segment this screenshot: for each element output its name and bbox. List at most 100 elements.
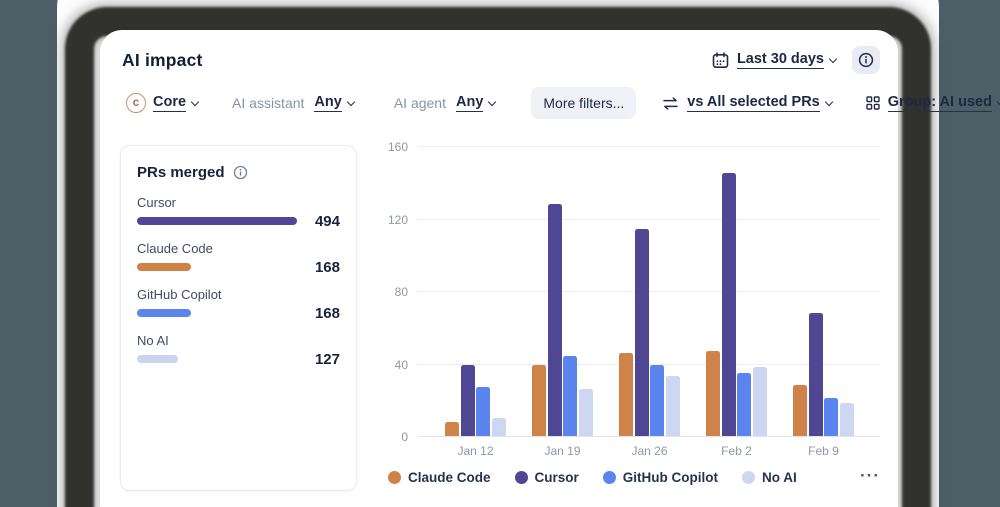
bar-group-Jan 12 — [445, 365, 506, 436]
bar-Claude Code-Feb 9[interactable] — [793, 385, 807, 436]
legend-dot — [742, 471, 756, 484]
panel-title-row: PRs merged — [137, 164, 340, 181]
legend-item-No AI[interactable]: No AI — [742, 470, 797, 485]
legend-item-Claude Code[interactable]: Claude Code — [388, 470, 491, 485]
group-grid-icon — [866, 96, 880, 110]
x-axis-label: Jan 19 — [544, 444, 581, 458]
summary-bar — [137, 217, 297, 225]
info-icon[interactable] — [233, 165, 248, 180]
bar-GitHub Copilot-Jan 19[interactable] — [563, 356, 577, 436]
y-axis-tick: 0 — [401, 430, 408, 444]
summary-row-Cursor: Cursor 494 — [137, 195, 340, 230]
info-button[interactable] — [852, 46, 880, 74]
chevron-down-icon — [488, 97, 497, 106]
summary-value: 127 — [314, 350, 340, 368]
legend-label: Claude Code — [408, 470, 491, 485]
bar-No AI-Jan 26[interactable] — [665, 376, 680, 436]
bar-Cursor-Jan 26[interactable] — [634, 229, 649, 436]
chevron-down-icon — [346, 97, 356, 106]
x-axis-label: Feb 2 — [721, 444, 752, 458]
bar-group-Jan 19 — [532, 204, 593, 436]
header-bar: AI impact Last 30 days — [122, 44, 880, 76]
summary-bar-line: 168 — [137, 258, 340, 276]
bar-No AI-Feb 2[interactable] — [752, 367, 767, 436]
page-title: AI impact — [122, 49, 203, 70]
bar-Cursor-Feb 2[interactable] — [721, 173, 736, 436]
bar-Claude Code-Jan 26[interactable] — [619, 352, 633, 436]
team-filter[interactable]: c Core — [126, 93, 200, 113]
ai-assistant-select[interactable]: Any — [314, 94, 342, 112]
legend-dot — [514, 471, 528, 484]
x-axis-label: Jan 26 — [631, 444, 668, 458]
chevron-down-icon — [824, 97, 833, 106]
summary-bar — [137, 309, 192, 317]
legend-item-GitHub Copilot[interactable]: GitHub Copilot — [602, 470, 719, 485]
legend-label: GitHub Copilot — [622, 470, 719, 485]
compare-swap-icon — [662, 96, 679, 110]
chart-legend: Claude Code Cursor GitHub Copilot No AI — [388, 470, 797, 485]
summary-row-Claude Code: Claude Code 168 — [137, 241, 340, 276]
group-by-select[interactable]: Group: AI used — [887, 94, 992, 112]
x-axis-label: Jan 12 — [457, 444, 494, 458]
legend-dot — [602, 471, 616, 484]
summary-bar-line: 127 — [137, 350, 340, 368]
summary-value: 494 — [314, 212, 340, 230]
app-window: AI impact Last 30 days c Core AI assista… — [100, 30, 1000, 507]
y-axis-tick: 80 — [394, 285, 408, 299]
bar-No AI-Feb 9[interactable] — [839, 403, 854, 436]
chevron-down-icon — [190, 97, 200, 106]
summary-bar — [137, 355, 179, 363]
filter-bar: c Core AI assistant Any AI agent Any Mor… — [126, 87, 1000, 119]
gridline-40 — [418, 363, 880, 365]
ai-assistant-label: AI assistant — [232, 95, 305, 111]
more-filters-button[interactable]: More filters... — [531, 87, 637, 119]
gridline-80 — [418, 291, 880, 292]
compare-select[interactable]: vs All selected PRs — [687, 94, 820, 112]
bar-Claude Code-Jan 19[interactable] — [532, 365, 546, 436]
bar-No AI-Jan 12[interactable] — [491, 417, 506, 436]
bar-chart-plot: 0 40 80 120 160 Jan 12 Jan 19 Jan 26 Feb 2 Feb 9 — [388, 140, 880, 458]
y-axis-tick: 120 — [387, 212, 408, 227]
legend-label: Cursor — [534, 470, 579, 485]
legend-item-Cursor[interactable]: Cursor — [514, 470, 579, 485]
bar-Claude Code-Jan 12[interactable] — [445, 421, 459, 436]
team-avatar-icon: c — [126, 93, 146, 113]
bar-GitHub Copilot-Jan 12[interactable] — [476, 387, 490, 436]
summary-label: Claude Code — [137, 241, 213, 256]
bar-Claude Code-Feb 2[interactable] — [706, 350, 720, 436]
summary-row-GitHub Copilot: GitHub Copilot 168 — [137, 287, 340, 322]
bar-Cursor-Feb 9[interactable] — [808, 312, 823, 436]
legend-label: No AI — [762, 470, 797, 485]
bar-No AI-Jan 19[interactable] — [578, 388, 593, 436]
bar-GitHub Copilot-Feb 9[interactable] — [824, 397, 838, 436]
bar-GitHub Copilot-Feb 2[interactable] — [737, 372, 751, 436]
bar-group-Feb 2 — [706, 173, 767, 436]
summary-value: 168 — [314, 258, 340, 276]
summary-bar — [137, 263, 192, 271]
gridline-120 — [418, 218, 880, 220]
date-range-selector[interactable]: Last 30 days — [736, 51, 824, 69]
summary-label: Cursor — [137, 195, 177, 210]
x-axis-label: Feb 9 — [808, 444, 839, 458]
summary-label: No AI — [137, 333, 169, 348]
prs-merged-panel: PRs merged Cursor 494 Claude Code 168 GitHub… — [120, 145, 357, 491]
chevron-down-icon — [828, 54, 838, 63]
ai-agent-select[interactable]: Any — [455, 94, 484, 112]
summary-label: GitHub Copilot — [137, 287, 222, 302]
summary-rows: Cursor 494 Claude Code 168 GitHub Copilot 168… — [137, 195, 340, 368]
summary-bar-line: 168 — [137, 304, 340, 322]
y-axis-tick: 40 — [394, 357, 408, 372]
summary-value: 168 — [314, 304, 340, 322]
gridline-0 — [418, 436, 880, 437]
calendar-icon — [712, 51, 729, 69]
chart-menu-button[interactable]: ··· — [860, 466, 880, 485]
summary-row-No AI: No AI 127 — [137, 333, 340, 368]
header-actions: Last 30 days — [712, 46, 880, 74]
bar-Cursor-Jan 12[interactable] — [460, 365, 475, 436]
team-filter-label: Core — [153, 94, 187, 112]
info-icon — [858, 52, 874, 68]
bar-GitHub Copilot-Jan 26[interactable] — [650, 365, 664, 436]
ai-agent-label: AI agent — [393, 95, 446, 111]
summary-bar-line: 494 — [137, 212, 340, 230]
bar-Cursor-Jan 19[interactable] — [547, 204, 562, 436]
